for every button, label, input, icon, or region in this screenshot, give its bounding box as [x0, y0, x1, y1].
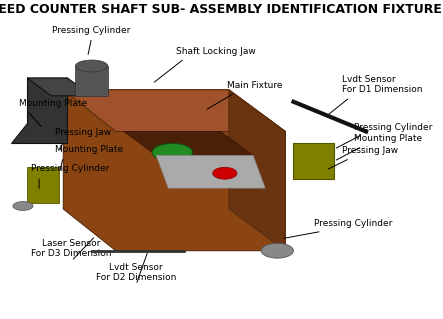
Polygon shape	[63, 90, 285, 251]
Ellipse shape	[261, 243, 293, 258]
Text: Mounting Plate: Mounting Plate	[19, 99, 87, 108]
Text: Pressing Jaw: Pressing Jaw	[55, 129, 111, 137]
Polygon shape	[63, 90, 285, 131]
Polygon shape	[124, 131, 253, 155]
Text: Lvdt Sensor
For D2 Dimension: Lvdt Sensor For D2 Dimension	[96, 263, 176, 282]
Polygon shape	[293, 144, 334, 179]
Polygon shape	[229, 90, 285, 251]
Text: Pressing Cylinder: Pressing Cylinder	[354, 122, 432, 131]
Text: Mounting Plate: Mounting Plate	[354, 134, 422, 144]
Title: 5 SPEED COUNTER SHAFT SUB- ASSEMBLY IDENTIFICATION FIXTURE: 5 SPEED COUNTER SHAFT SUB- ASSEMBLY IDEN…	[0, 3, 442, 16]
Polygon shape	[27, 78, 92, 96]
Polygon shape	[156, 155, 265, 188]
Ellipse shape	[213, 167, 237, 179]
Polygon shape	[11, 78, 67, 144]
Text: Pressing Cylinder: Pressing Cylinder	[31, 164, 109, 173]
Text: Pressing Cylinder: Pressing Cylinder	[314, 219, 392, 228]
Text: Pressing Jaw: Pressing Jaw	[342, 146, 398, 155]
Text: Shaft Locking Jaw: Shaft Locking Jaw	[176, 47, 256, 56]
Bar	[75, 66, 108, 96]
Text: Mounting Plate: Mounting Plate	[55, 145, 124, 154]
Text: Main Fixture: Main Fixture	[227, 81, 282, 90]
Ellipse shape	[75, 60, 108, 72]
Ellipse shape	[152, 144, 193, 161]
Text: Laser Sensor
For D3 Dimension: Laser Sensor For D3 Dimension	[31, 239, 112, 258]
Text: Lvdt Sensor
For D1 Dimension: Lvdt Sensor For D1 Dimension	[342, 75, 422, 94]
Bar	[27, 167, 59, 203]
Text: Pressing Cylinder: Pressing Cylinder	[52, 26, 131, 35]
Ellipse shape	[13, 202, 33, 211]
